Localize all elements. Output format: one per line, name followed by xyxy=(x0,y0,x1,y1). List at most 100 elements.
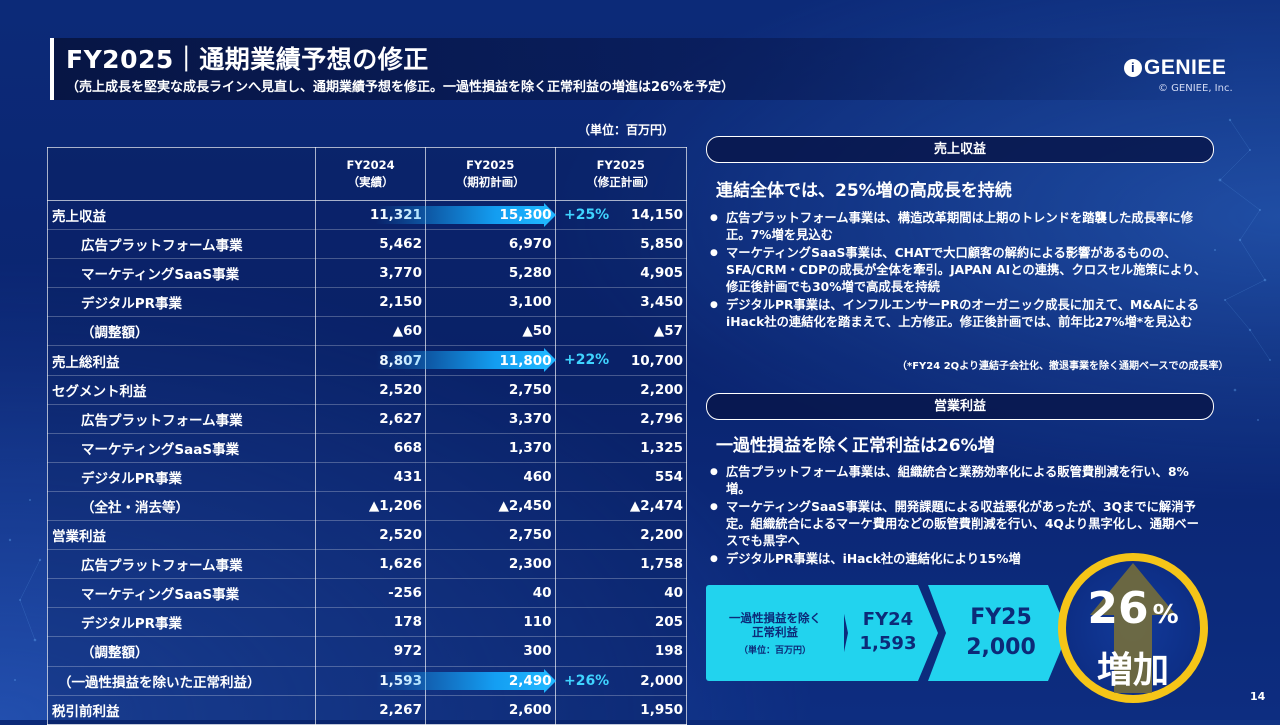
cell-fy2025-initial: 6,970 xyxy=(425,229,556,260)
row-label: （調整額） xyxy=(46,636,317,667)
table-row: 売上総利益8,80711,800+22%10,700 xyxy=(46,345,688,376)
table-row: マーケティングSaaS事業 3,770 5,280 4,905 xyxy=(46,258,688,289)
table-row: セグメント利益 2,520 2,750 2,200 xyxy=(46,374,688,405)
cell-fy2025-initial: 2,490 +26% xyxy=(375,665,609,696)
growth-highlight xyxy=(375,351,546,370)
table-row: 広告プラットフォーム事業 2,627 3,370 2,796 xyxy=(46,404,688,434)
cell-fy2025-revised: 40 xyxy=(555,578,688,609)
cell-fy2024: 3,770 xyxy=(315,258,426,289)
row-label: 広告プラットフォーム事業 xyxy=(46,549,317,580)
cell-fy2025-initial: 15,300 +25% xyxy=(375,199,609,231)
cell-fy2025-revised: 2,200 xyxy=(555,374,688,405)
operating-bullet: デジタルPR事業は、iHack社の連結化により15%増 xyxy=(708,551,1208,568)
row-label: セグメント利益 xyxy=(46,374,317,405)
forecast-table: FY2024 （実績） FY2025 （期初計画） FY2025 （修正計画） 売上収… xyxy=(46,147,688,725)
cell-fy2025-initial: ▲2,450 xyxy=(425,491,556,522)
operating-bullet: マーケティングSaaS事業は、開発課題による収益悪化があったが、3Qまでに解消予… xyxy=(708,499,1208,550)
column-header-fy2024: FY2024 （実績） xyxy=(315,147,426,201)
cell-fy2025-revised: 2,796 xyxy=(555,404,688,434)
logo-i-icon: i xyxy=(1124,59,1142,77)
column-header-fy2025-revised: FY2025 （修正計画） xyxy=(554,147,688,201)
revenue-lead: 連結全体では、25%増の高成長を持続 xyxy=(716,181,1012,201)
row-label: （一過性損益を除いた正常利益） xyxy=(46,665,317,696)
revenue-bullets: 広告プラットフォーム事業は、構造改革期間は上期のトレンドを踏襲した成長率に修正。… xyxy=(708,210,1208,332)
cell-fy2025-initial: 2,750 xyxy=(425,520,556,551)
slide-subtitle: （売上成長を堅実な成長ラインへ見直し、通期業績予想を修正。一過性損益を除く正常利… xyxy=(66,80,735,95)
cell-fy2025-initial: 5,280 xyxy=(425,258,556,289)
revenue-bullet: デジタルPR事業は、インフルエンサーPRのオーガニック成長に加えて、M&Aによる… xyxy=(708,297,1208,331)
cell-fy2024: ▲60 xyxy=(315,316,426,347)
company-logo: i GENIEE xyxy=(1124,56,1226,80)
cell-fy2024: ▲1,206 xyxy=(315,491,426,522)
cell-fy2025-initial: 2,750 xyxy=(425,374,556,405)
header-accent-bar xyxy=(50,38,54,100)
cell-fy2025-revised: 205 xyxy=(555,607,688,638)
logo-text: GENIEE xyxy=(1144,56,1227,79)
row-label: 売上収益 xyxy=(46,199,317,231)
cell-fy2025-initial: 3,100 xyxy=(425,287,556,318)
table-row: マーケティングSaaS事業 -256 40 40 xyxy=(46,578,688,609)
cell-fy2025-initial: 1,370 xyxy=(425,433,556,463)
growth-highlight xyxy=(375,671,546,690)
growth-rate: +25% xyxy=(563,207,610,223)
row-label: デジタルPR事業 xyxy=(46,287,317,318)
row-label: 売上総利益 xyxy=(46,345,317,376)
row-label: （調整額） xyxy=(46,316,317,347)
cell-fy2024: 668 xyxy=(315,433,426,463)
page-number: 14 xyxy=(1250,690,1266,703)
kpi-fy25-value: 2,000 xyxy=(966,635,1036,660)
cell-fy2024: 2,150 xyxy=(315,287,426,318)
cell-fy2025-initial: 40 xyxy=(425,578,556,609)
growth-arrow-icon xyxy=(543,348,556,373)
revenue-bullet: マーケティングSaaS事業は、CHATで大口顧客の解約による影響があるものの、S… xyxy=(708,245,1208,296)
cell-fy2025-revised: 198 xyxy=(555,636,688,667)
table-row: 広告プラットフォーム事業 5,462 6,970 5,850 xyxy=(46,229,688,260)
table-row: マーケティングSaaS事業 668 1,370 1,325 xyxy=(46,433,688,463)
table-row: 広告プラットフォーム事業 1,626 2,300 1,758 xyxy=(46,549,688,580)
cell-fy2024: 431 xyxy=(315,462,426,492)
row-label: 広告プラットフォーム事業 xyxy=(46,404,317,434)
cell-fy2025-initial: 300 xyxy=(425,636,556,667)
row-label: マーケティングSaaS事業 xyxy=(46,433,317,463)
row-label: デジタルPR事業 xyxy=(46,607,317,638)
row-label: 広告プラットフォーム事業 xyxy=(46,229,317,260)
row-label: 営業利益 xyxy=(46,520,317,551)
cell-fy2024: 2,520 xyxy=(315,374,426,405)
row-label: （全社・消去等） xyxy=(46,491,317,522)
cell-fy2025-initial: 110 xyxy=(425,607,556,638)
growth-rate: +22% xyxy=(563,352,610,369)
table-row: （一過性損益を除いた正常利益）1,5932,490+26%2,000 xyxy=(46,665,688,696)
growth-rate: +26% xyxy=(563,672,610,689)
operating-section-pill: 営業利益 xyxy=(706,393,1214,420)
growth-arrow-icon xyxy=(543,203,556,227)
growth-badge: 26% 増加 xyxy=(1058,553,1208,703)
growth-highlight xyxy=(375,206,546,224)
cell-fy2024: -256 xyxy=(315,578,426,609)
cell-fy2024: 2,520 xyxy=(315,520,426,551)
table-row: 売上収益11,32115,300+25%14,150 xyxy=(46,199,688,231)
cell-fy2025-revised: 1,758 xyxy=(555,549,688,580)
table-row: 営業利益 2,520 2,750 2,200 xyxy=(46,520,688,551)
kpi-label: 一過性損益を除く 正常利益 xyxy=(729,611,821,639)
row-label: デジタルPR事業 xyxy=(46,462,317,492)
kpi-unit: （単位：百万円） xyxy=(738,646,811,656)
cell-fy2025-initial: 460 xyxy=(425,462,556,492)
revenue-bullet: 広告プラットフォーム事業は、構造改革期間は上期のトレンドを踏襲した成長率に修正。… xyxy=(708,210,1208,244)
growth-badge-text: 増加 xyxy=(1096,650,1169,691)
operating-lead: 一過性損益を除く正常利益は26%増 xyxy=(716,436,995,456)
table-row: デジタルPR事業 431 460 554 xyxy=(46,462,688,492)
operating-bullets: 広告プラットフォーム事業は、組織統合と業務効率化による販管費削減を行い、8%増。… xyxy=(708,464,1208,569)
cell-fy2025-revised: ▲2,474 xyxy=(555,491,688,522)
row-label: マーケティングSaaS事業 xyxy=(46,258,317,289)
cell-fy2025-revised: 10,700 xyxy=(555,345,688,376)
cell-fy2024: 2,627 xyxy=(315,404,426,434)
cell-fy2025-revised: 554 xyxy=(555,462,688,492)
up-arrow-icon xyxy=(1090,563,1176,693)
table-row: デジタルPR事業 2,150 3,100 3,450 xyxy=(46,287,688,318)
table-row: デジタルPR事業 178 110 205 xyxy=(46,607,688,638)
copyright: © GENIEE, Inc. xyxy=(1158,83,1233,94)
cell-fy2025-revised: 2,200 xyxy=(555,520,688,551)
growth-arrow-icon xyxy=(543,668,556,693)
table-row: （調整額） ▲60 ▲50 ▲57 xyxy=(46,316,688,347)
revenue-footnote: （*FY24 2Qより連結子会社化、撤退事業を除く通期ベースでの成長率） xyxy=(897,361,1229,372)
